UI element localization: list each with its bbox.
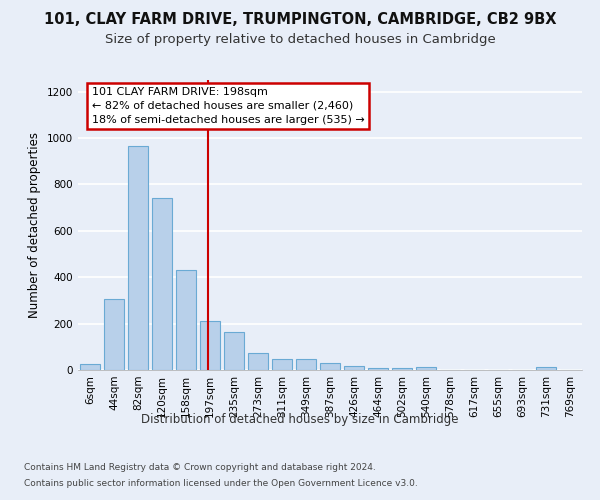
Bar (416, 366, 436, 370)
Bar (392, 368, 412, 370)
Y-axis label: Number of detached properties: Number of detached properties (28, 132, 41, 318)
Text: Contains public sector information licensed under the Open Government Licence v3: Contains public sector information licen… (24, 479, 418, 488)
Bar (200, 322, 220, 370)
Bar (104, 299, 124, 370)
Bar (80, 364, 100, 370)
Bar (152, 198, 172, 370)
Bar (248, 352, 268, 370)
Text: 101 CLAY FARM DRIVE: 198sqm
← 82% of detached houses are smaller (2,460)
18% of : 101 CLAY FARM DRIVE: 198sqm ← 82% of det… (92, 87, 365, 125)
Bar (128, 146, 148, 370)
Bar (296, 359, 316, 370)
Text: Contains HM Land Registry data © Crown copyright and database right 2024.: Contains HM Land Registry data © Crown c… (24, 462, 376, 471)
Bar (344, 366, 364, 370)
Text: Distribution of detached houses by size in Cambridge: Distribution of detached houses by size … (141, 412, 459, 426)
Bar (536, 367, 556, 370)
Text: 101, CLAY FARM DRIVE, TRUMPINGTON, CAMBRIDGE, CB2 9BX: 101, CLAY FARM DRIVE, TRUMPINGTON, CAMBR… (44, 12, 556, 28)
Bar (368, 368, 388, 370)
Text: Size of property relative to detached houses in Cambridge: Size of property relative to detached ho… (104, 32, 496, 46)
Bar (224, 332, 244, 370)
Bar (272, 359, 292, 370)
Bar (320, 362, 340, 370)
Bar (176, 270, 196, 370)
